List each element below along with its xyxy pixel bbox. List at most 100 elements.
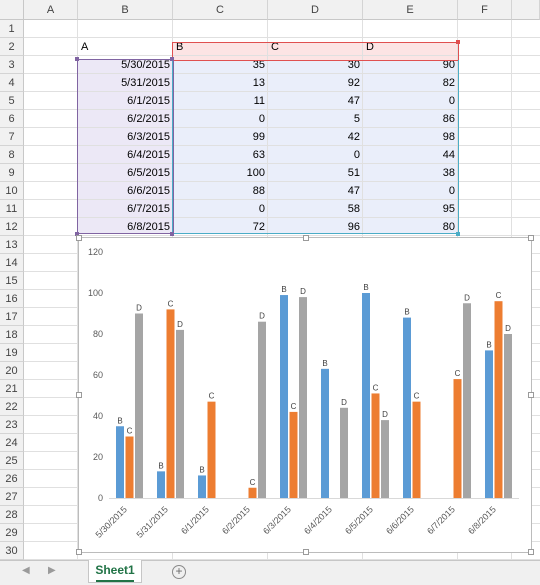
column-header-g[interactable] [512,0,540,20]
date-cell[interactable]: 6/6/2015 [127,185,170,197]
row-header[interactable]: 20 [0,362,24,380]
chart-object[interactable]: 0 20 40 60 80 100 120 B C D 5/30/2015 B C D 5/31/2015 B… [78,237,532,553]
next-sheet-icon[interactable]: ▶ [48,565,56,576]
column-header-b[interactable]: B [78,0,173,20]
row-header[interactable]: 30 [0,542,24,560]
row-header[interactable]: 27 [0,488,24,506]
value-cell-d[interactable]: 0 [448,95,455,107]
value-cell-d[interactable]: 98 [442,131,455,143]
date-cell[interactable]: 5/31/2015 [121,77,170,89]
row-header[interactable]: 23 [0,416,24,434]
row-header[interactable]: 13 [0,236,24,254]
value-cell-b[interactable]: 99 [252,131,265,143]
row-header[interactable]: 4 [0,74,24,92]
value-cell-b[interactable]: 0 [258,113,265,125]
value-cell-d[interactable]: 86 [442,113,455,125]
row-header[interactable]: 8 [0,146,24,164]
prev-sheet-icon[interactable]: ◀ [22,565,30,576]
range-handle[interactable] [456,40,460,44]
value-cell-d[interactable]: 80 [442,221,455,233]
value-cell-d[interactable]: 95 [442,203,455,215]
date-cell[interactable]: 6/1/2015 [127,95,170,107]
chart-resize-handle[interactable] [76,392,82,398]
row-header[interactable]: 22 [0,398,24,416]
value-cell-c[interactable]: 92 [347,77,360,89]
row-header[interactable]: 15 [0,272,24,290]
date-cell[interactable]: 5/30/2015 [121,59,170,71]
range-handle[interactable] [170,232,174,236]
row-header[interactable]: 1 [0,20,24,38]
value-cell-b[interactable]: 35 [252,59,265,71]
row-header[interactable]: 21 [0,380,24,398]
value-cell-d[interactable]: 38 [442,167,455,179]
row-header[interactable]: 7 [0,128,24,146]
row-header[interactable]: 5 [0,92,24,110]
select-all-corner[interactable] [0,0,24,20]
add-sheet-icon[interactable]: + [172,565,186,579]
column-header-e[interactable]: E [363,0,458,20]
value-cell-c[interactable]: 47 [347,185,360,197]
row-header[interactable]: 3 [0,56,24,74]
row-header[interactable]: 19 [0,344,24,362]
chart-resize-handle[interactable] [303,549,309,555]
value-cell-d[interactable]: 0 [448,185,455,197]
value-cell-b[interactable]: 63 [252,149,265,161]
row-header[interactable]: 24 [0,434,24,452]
value-cell-c[interactable]: 58 [347,203,360,215]
value-cell-d[interactable]: 44 [442,149,455,161]
header-cell-b[interactable]: B [176,41,184,53]
chart-resize-handle[interactable] [303,235,309,241]
column-header-a[interactable]: A [24,0,78,20]
row-header[interactable]: 18 [0,326,24,344]
value-cell-c[interactable]: 0 [353,149,360,161]
value-cell-d[interactable]: 90 [442,59,455,71]
row-header[interactable]: 26 [0,470,24,488]
date-cell[interactable]: 6/2/2015 [127,113,170,125]
row-header[interactable]: 6 [0,110,24,128]
row-header[interactable]: 10 [0,182,24,200]
row-header[interactable]: 17 [0,308,24,326]
date-cell[interactable]: 6/5/2015 [127,167,170,179]
row-header[interactable]: 25 [0,452,24,470]
value-cell-b[interactable]: 0 [258,203,265,215]
row-header[interactable]: 2 [0,38,24,56]
chart-resize-handle[interactable] [528,235,534,241]
value-cell-c[interactable]: 30 [347,59,360,71]
row-header[interactable]: 29 [0,524,24,542]
value-cell-c[interactable]: 47 [347,95,360,107]
column-header-c[interactable]: C [173,0,268,20]
chart-resize-handle[interactable] [76,549,82,555]
value-cell-b[interactable]: 13 [252,77,265,89]
date-cell[interactable]: 6/4/2015 [127,149,170,161]
row-header[interactable]: 14 [0,254,24,272]
chart-resize-handle[interactable] [528,549,534,555]
value-cell-c[interactable]: 5 [353,113,360,125]
range-handle[interactable] [75,232,79,236]
value-cell-b[interactable]: 88 [252,185,265,197]
range-handle[interactable] [75,57,79,61]
date-cell[interactable]: 6/8/2015 [127,221,170,233]
value-cell-c[interactable]: 96 [347,221,360,233]
column-header-f[interactable]: F [458,0,512,20]
value-cell-c[interactable]: 42 [347,131,360,143]
header-cell-c[interactable]: C [271,41,279,53]
row-header[interactable]: 11 [0,200,24,218]
value-cell-b[interactable]: 11 [253,95,265,107]
range-handle[interactable] [456,232,460,236]
value-cell-b[interactable]: 100 [246,167,265,179]
value-cell-d[interactable]: 82 [442,77,455,89]
row-header[interactable]: 16 [0,290,24,308]
row-header[interactable]: 9 [0,164,24,182]
range-handle[interactable] [170,57,174,61]
date-cell[interactable]: 6/3/2015 [127,131,170,143]
row-header[interactable]: 12 [0,218,24,236]
header-cell-a[interactable]: A [81,41,89,53]
tab-sheet1[interactable]: Sheet1 [88,560,142,583]
column-header-d[interactable]: D [268,0,363,20]
chart-resize-handle[interactable] [76,235,82,241]
date-cell[interactable]: 6/7/2015 [127,203,170,215]
row-header[interactable]: 28 [0,506,24,524]
chart-resize-handle[interactable] [528,392,534,398]
header-cell-d[interactable]: D [366,41,374,53]
value-cell-b[interactable]: 72 [252,221,265,233]
